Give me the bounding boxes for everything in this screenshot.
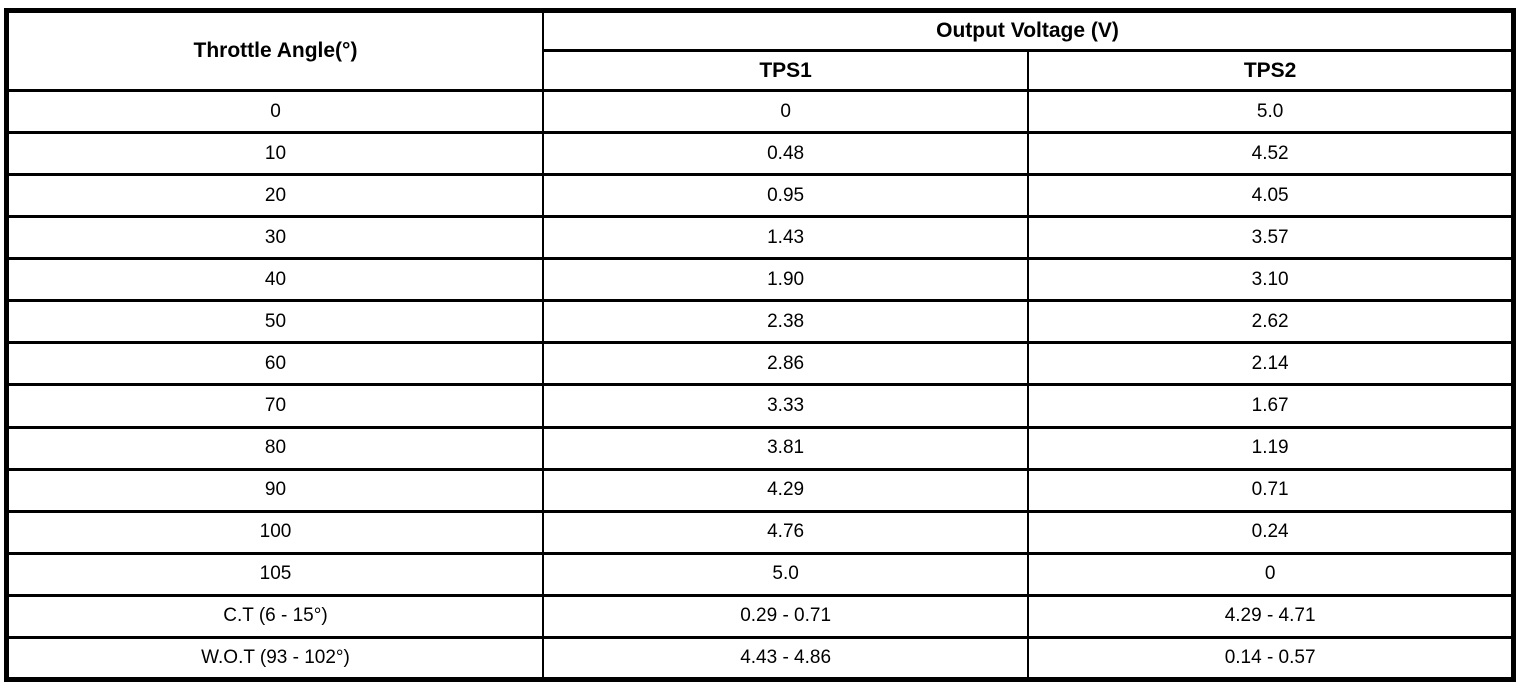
angle-cell: 100 (5, 509, 544, 555)
angle-cell: 50 (5, 299, 544, 345)
throttle-angle-header: Throttle Angle(°) (5, 9, 544, 92)
angle-cell: 60 (5, 341, 544, 387)
tps1-header: TPS1 (541, 49, 1030, 92)
table-row: 60 2.86 2.14 (5, 341, 1515, 387)
tps2-cell: 1.67 (1027, 383, 1515, 429)
tps1-cell: 4.43 - 4.86 (541, 635, 1030, 682)
table-row: 40 1.90 3.10 (5, 257, 1515, 303)
tps2-cell: 2.62 (1027, 299, 1515, 345)
tps2-cell: 4.05 (1027, 173, 1515, 219)
tps2-cell: 4.29 - 4.71 (1027, 593, 1515, 639)
table-row: 50 2.38 2.62 (5, 299, 1515, 345)
table-row: 100 4.76 0.24 (5, 509, 1515, 555)
tps2-cell: 5.0 (1027, 88, 1515, 135)
tps2-header: TPS2 (1027, 49, 1515, 92)
tps2-cell: 1.19 (1027, 425, 1515, 471)
table-row: C.T (6 - 15°) 0.29 - 0.71 4.29 - 4.71 (5, 593, 1515, 639)
tps2-cell: 0.24 (1027, 509, 1515, 555)
tps2-cell: 4.52 (1027, 131, 1515, 177)
tps2-cell: 2.14 (1027, 341, 1515, 387)
tps1-cell: 0.48 (541, 131, 1030, 177)
angle-cell: 20 (5, 173, 544, 219)
tps1-cell: 0.29 - 0.71 (541, 593, 1030, 639)
angle-cell: 30 (5, 215, 544, 261)
tps1-cell: 0 (541, 88, 1030, 135)
table-row: 20 0.95 4.05 (5, 173, 1515, 219)
table-row: 30 1.43 3.57 (5, 215, 1515, 261)
tps2-cell: 0.14 - 0.57 (1027, 635, 1515, 682)
tps2-cell: 3.10 (1027, 257, 1515, 303)
tps1-cell: 3.33 (541, 383, 1030, 429)
angle-cell: 0 (5, 88, 544, 135)
table-body: 0 0 5.0 10 0.48 4.52 20 0.95 4.05 30 1.43 3.57 40 1.9… (5, 88, 1515, 682)
tps2-cell: 0.71 (1027, 467, 1515, 513)
angle-cell: C.T (6 - 15°) (5, 593, 544, 639)
angle-cell: 105 (5, 551, 544, 597)
table-row: 105 5.0 0 (5, 551, 1515, 597)
tps1-cell: 5.0 (541, 551, 1030, 597)
table-row: 0 0 5.0 (5, 88, 1515, 135)
tps1-cell: 2.38 (541, 299, 1030, 345)
angle-cell: 90 (5, 467, 544, 513)
tps1-cell: 0.95 (541, 173, 1030, 219)
table-row: 90 4.29 0.71 (5, 467, 1515, 513)
angle-cell: 10 (5, 131, 544, 177)
tps1-cell: 1.43 (541, 215, 1030, 261)
tps1-cell: 1.90 (541, 257, 1030, 303)
table-row: 10 0.48 4.52 (5, 131, 1515, 177)
header-row-1: Throttle Angle(°) Output Voltage (V) (5, 9, 1515, 92)
header-row-2: TPS1 TPS2 (7, 49, 1515, 92)
tps2-cell: 3.57 (1027, 215, 1515, 261)
angle-cell: W.O.T (93 - 102°) (5, 635, 544, 682)
output-voltage-header: Output Voltage (V) (541, 9, 1515, 52)
tps1-cell: 2.86 (541, 341, 1030, 387)
angle-cell: 80 (5, 425, 544, 471)
table-row: W.O.T (93 - 102°) 4.43 - 4.86 0.14 - 0.57 (5, 635, 1515, 682)
angle-cell: 40 (5, 257, 544, 303)
table-row: 70 3.33 1.67 (5, 383, 1515, 429)
tps1-cell: 4.29 (541, 467, 1030, 513)
tps-voltage-table: Throttle Angle(°) Output Voltage (V) TPS… (4, 8, 1516, 682)
tps1-cell: 3.81 (541, 425, 1030, 471)
tps1-cell: 4.76 (541, 509, 1030, 555)
table-row: 80 3.81 1.19 (5, 425, 1515, 471)
tps2-cell: 0 (1027, 551, 1515, 597)
table-header: Throttle Angle(°) Output Voltage (V) TPS… (5, 9, 1515, 92)
angle-cell: 70 (5, 383, 544, 429)
